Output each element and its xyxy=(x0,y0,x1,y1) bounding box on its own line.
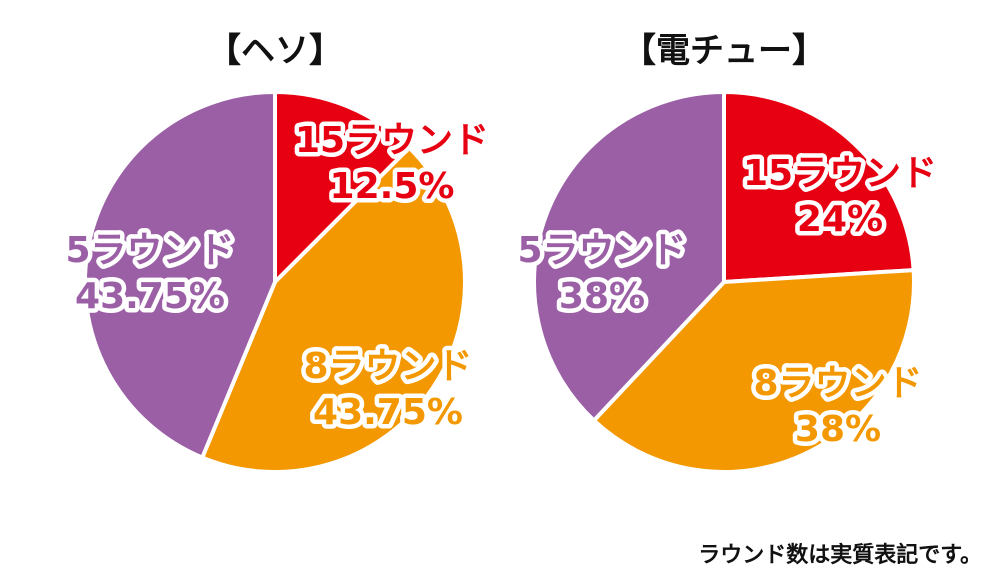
slice-label-value: 43.75% xyxy=(75,276,225,317)
slice-label-value: 24% xyxy=(797,199,883,240)
pie-chart-heso: 【ヘソ】 15ラウンド 12.5% 8ラウンド 43.75% 5ラウンド 43.75% xyxy=(61,31,494,474)
slice-label-name: 5ラウンド xyxy=(517,230,686,271)
slice-label-name: 5ラウンド xyxy=(65,230,234,271)
pie-chart-denchu: 【電チュー】 15ラウンド 24% 8ラウンド 38% 5ラウンド 38% xyxy=(513,31,942,474)
chart-title: 【電チュー】 xyxy=(622,31,826,71)
slice-label-name: 15ラウンド xyxy=(295,120,489,161)
slice-label-name: 8ラウンド xyxy=(753,363,922,404)
slice-label-value: 12.5% xyxy=(330,166,455,207)
chart-title: 【ヘソ】 xyxy=(207,31,343,71)
pie-slice-round15 xyxy=(273,90,412,284)
footnote: ラウンド数は実質表記です。 xyxy=(698,543,982,568)
slice-label-value: 38% xyxy=(795,409,881,450)
pie-slice-round5 xyxy=(532,90,726,423)
pie-slice-round8 xyxy=(591,268,916,474)
pie-slice-round8 xyxy=(200,145,467,474)
pie-slice-round15 xyxy=(722,90,916,284)
slice-label-name: 15ラウンド xyxy=(743,153,937,194)
slice-label-value: 43.75% xyxy=(313,392,463,433)
pie-slice-round5 xyxy=(83,90,277,460)
slice-label-value: 38% xyxy=(559,276,645,317)
slice-label-name: 8ラウンド xyxy=(303,346,472,387)
